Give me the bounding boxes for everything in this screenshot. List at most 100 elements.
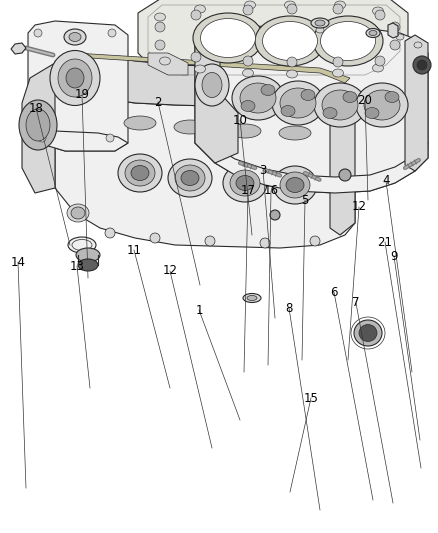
- Circle shape: [191, 52, 201, 62]
- Ellipse shape: [286, 177, 304, 192]
- Ellipse shape: [365, 108, 379, 118]
- Circle shape: [38, 134, 46, 142]
- Ellipse shape: [67, 204, 89, 222]
- Text: 6: 6: [330, 286, 338, 298]
- Polygon shape: [28, 21, 128, 151]
- Ellipse shape: [313, 16, 383, 66]
- Ellipse shape: [131, 166, 149, 181]
- Ellipse shape: [236, 175, 254, 190]
- Ellipse shape: [280, 88, 316, 118]
- Ellipse shape: [323, 108, 337, 118]
- Ellipse shape: [58, 59, 92, 97]
- Text: 21: 21: [378, 236, 392, 248]
- Ellipse shape: [76, 248, 100, 262]
- Text: 1: 1: [195, 303, 203, 317]
- Text: 19: 19: [74, 88, 89, 101]
- Circle shape: [339, 169, 351, 181]
- Circle shape: [106, 134, 114, 142]
- Ellipse shape: [232, 76, 284, 120]
- Ellipse shape: [26, 109, 50, 141]
- Ellipse shape: [124, 116, 156, 130]
- Text: 10: 10: [233, 114, 247, 126]
- Polygon shape: [11, 43, 26, 54]
- Text: 4: 4: [382, 174, 390, 188]
- Ellipse shape: [359, 325, 377, 342]
- Ellipse shape: [201, 19, 255, 58]
- Text: 3: 3: [259, 164, 267, 176]
- Text: 7: 7: [352, 296, 360, 310]
- Ellipse shape: [118, 154, 162, 192]
- Ellipse shape: [211, 42, 219, 48]
- Circle shape: [375, 10, 385, 20]
- Circle shape: [243, 5, 253, 15]
- Polygon shape: [138, 0, 408, 81]
- Polygon shape: [195, 133, 428, 193]
- Ellipse shape: [364, 90, 400, 120]
- Ellipse shape: [273, 166, 317, 204]
- Circle shape: [191, 10, 201, 20]
- Ellipse shape: [314, 83, 366, 127]
- Ellipse shape: [280, 172, 310, 198]
- Ellipse shape: [396, 34, 404, 40]
- Circle shape: [310, 236, 320, 246]
- Ellipse shape: [229, 124, 261, 138]
- Polygon shape: [28, 118, 128, 151]
- Ellipse shape: [332, 69, 343, 77]
- Polygon shape: [55, 53, 350, 83]
- Text: 18: 18: [28, 101, 43, 115]
- Ellipse shape: [68, 237, 96, 253]
- Ellipse shape: [343, 92, 357, 102]
- Ellipse shape: [276, 28, 284, 34]
- Ellipse shape: [285, 1, 296, 9]
- Circle shape: [155, 40, 165, 50]
- Circle shape: [105, 228, 115, 238]
- Ellipse shape: [168, 159, 212, 197]
- Ellipse shape: [356, 83, 408, 127]
- Circle shape: [333, 4, 343, 14]
- Ellipse shape: [279, 126, 311, 140]
- Ellipse shape: [366, 28, 380, 37]
- Text: 16: 16: [264, 184, 279, 198]
- Circle shape: [287, 4, 297, 14]
- Polygon shape: [148, 53, 188, 75]
- Text: 8: 8: [285, 302, 293, 314]
- Ellipse shape: [301, 90, 315, 101]
- Ellipse shape: [155, 13, 166, 21]
- Polygon shape: [55, 98, 355, 248]
- Text: 2: 2: [154, 95, 162, 109]
- Ellipse shape: [66, 68, 84, 88]
- Circle shape: [150, 233, 160, 243]
- Ellipse shape: [262, 21, 318, 61]
- Ellipse shape: [71, 207, 85, 219]
- Ellipse shape: [354, 320, 382, 346]
- Text: 11: 11: [127, 244, 141, 256]
- Circle shape: [413, 56, 431, 74]
- Ellipse shape: [125, 160, 155, 186]
- Circle shape: [287, 57, 297, 67]
- Ellipse shape: [194, 5, 205, 13]
- Ellipse shape: [369, 30, 377, 36]
- Ellipse shape: [372, 7, 384, 15]
- Text: 12: 12: [162, 264, 177, 278]
- Ellipse shape: [316, 27, 324, 33]
- Text: 15: 15: [304, 392, 318, 405]
- Ellipse shape: [181, 171, 199, 185]
- Ellipse shape: [223, 164, 267, 202]
- Ellipse shape: [315, 20, 325, 26]
- Ellipse shape: [244, 1, 255, 9]
- Text: 17: 17: [240, 184, 255, 198]
- Ellipse shape: [78, 259, 98, 271]
- Ellipse shape: [64, 29, 86, 45]
- Ellipse shape: [356, 28, 364, 34]
- Text: 14: 14: [11, 255, 25, 269]
- Ellipse shape: [241, 101, 255, 111]
- Ellipse shape: [414, 42, 422, 48]
- Polygon shape: [405, 35, 428, 171]
- Ellipse shape: [236, 34, 244, 40]
- Ellipse shape: [19, 100, 57, 150]
- Ellipse shape: [194, 65, 205, 73]
- Ellipse shape: [286, 70, 297, 78]
- Circle shape: [390, 40, 400, 50]
- Text: 20: 20: [357, 93, 372, 107]
- Polygon shape: [22, 63, 55, 193]
